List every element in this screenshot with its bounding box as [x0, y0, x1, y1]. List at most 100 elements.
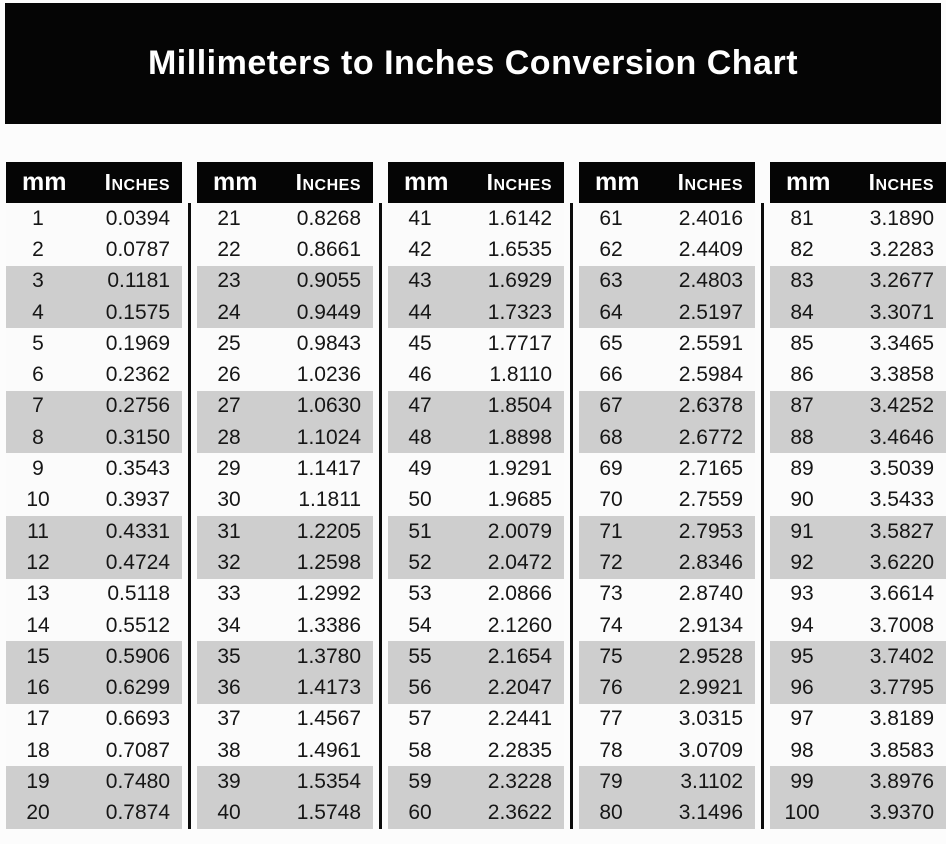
- inches-value: 0.0394: [70, 203, 182, 235]
- mm-value: 61: [579, 203, 643, 235]
- mm-value: 48: [388, 422, 452, 454]
- mm-value: 96: [770, 672, 834, 704]
- inches-value: 3.8189: [834, 703, 946, 736]
- inches-value: 1.1417: [261, 453, 373, 485]
- mm-value: 22: [197, 234, 261, 266]
- mm-value: 21: [197, 203, 261, 235]
- table-body: 41 1.6142 42 1.6535 43 1.6929 44 1.7323 45 1.7717…: [388, 203, 564, 829]
- mm-value: 14: [6, 609, 70, 642]
- table-row: 55 2.1654: [388, 641, 564, 673]
- inches-value: 2.6378: [643, 390, 755, 423]
- inches-value: 1.5748: [261, 797, 373, 829]
- table-row: 24 0.9449: [197, 296, 373, 329]
- mm-value: 98: [770, 735, 834, 767]
- mm-value: 24: [197, 296, 261, 329]
- table-row: 72 2.8346: [579, 547, 755, 579]
- table-row: 100 3.9370: [770, 797, 946, 829]
- mm-value: 99: [770, 766, 834, 798]
- col-header-inches: Inches: [834, 162, 946, 203]
- table-row: 44 1.7323: [388, 296, 564, 329]
- inches-value: 2.4016: [643, 203, 755, 235]
- inches-value: 0.5118: [70, 578, 182, 610]
- table-row: 21 0.8268: [197, 203, 373, 235]
- mm-value: 73: [579, 578, 643, 610]
- mm-value: 37: [197, 703, 261, 736]
- table-row: 42 1.6535: [388, 234, 564, 266]
- mm-value: 42: [388, 234, 452, 266]
- inches-value: 3.0315: [643, 703, 755, 736]
- inches-value: 3.5827: [834, 515, 946, 548]
- inches-value: 1.5354: [261, 766, 373, 798]
- mm-value: 69: [579, 453, 643, 485]
- mm-value: 58: [388, 735, 452, 767]
- inches-value: 3.4646: [834, 422, 946, 454]
- mm-value: 6: [6, 359, 70, 391]
- inches-value: 0.8268: [261, 203, 373, 235]
- header-row: mm Inches: [6, 162, 182, 203]
- inches-value: 2.3228: [452, 766, 564, 798]
- inches-value: 2.5984: [643, 359, 755, 391]
- table-body: 21 0.8268 22 0.8661 23 0.9055 24 0.9449 25 0.9843…: [197, 203, 373, 829]
- table-row: 69 2.7165: [579, 453, 755, 485]
- mm-value: 79: [579, 766, 643, 798]
- conversion-table: mm Inches 61 2.4016 62 2.4409 63 2.4803 64 2.51…: [579, 162, 755, 829]
- mm-value: 84: [770, 296, 834, 329]
- mm-value: 11: [6, 515, 70, 548]
- table-row: 98 3.8583: [770, 735, 946, 767]
- inches-value: 1.2598: [261, 547, 373, 579]
- inches-value: 2.0866: [452, 578, 564, 610]
- inches-value: 2.4409: [643, 234, 755, 266]
- mm-value: 49: [388, 453, 452, 485]
- table-row: 76 2.9921: [579, 672, 755, 704]
- table-row: 50 1.9685: [388, 484, 564, 516]
- mm-value: 1: [6, 203, 70, 235]
- table-header: mm Inches: [579, 162, 755, 203]
- mm-value: 12: [6, 547, 70, 579]
- conversion-tables-container: mm Inches 1 0.0394 2 0.0787 3 0.1181 4 0.1575 5 0…: [0, 162, 946, 829]
- inches-value: 2.5591: [643, 328, 755, 360]
- inches-value: 0.6299: [70, 672, 182, 704]
- table-row: 90 3.5433: [770, 484, 946, 516]
- table-row: 86 3.3858: [770, 359, 946, 391]
- inches-value: 0.6693: [70, 703, 182, 736]
- inches-value: 1.7323: [452, 296, 564, 329]
- mm-value: 31: [197, 515, 261, 548]
- table-row: 11 0.4331: [6, 515, 182, 548]
- mm-value: 70: [579, 484, 643, 516]
- mm-value: 51: [388, 515, 452, 548]
- inches-value: 0.2362: [70, 359, 182, 391]
- table-row: 28 1.1024: [197, 422, 373, 454]
- table-row: 67 2.6378: [579, 390, 755, 423]
- inches-value: 0.8661: [261, 234, 373, 266]
- inches-value: 2.7559: [643, 484, 755, 516]
- table-row: 27 1.0630: [197, 390, 373, 423]
- table-row: 2 0.0787: [6, 234, 182, 266]
- mm-value: 13: [6, 578, 70, 610]
- table-row: 92 3.6220: [770, 547, 946, 579]
- table-row: 34 1.3386: [197, 609, 373, 642]
- mm-value: 36: [197, 672, 261, 704]
- header-row: mm Inches: [579, 162, 755, 203]
- inches-value: 2.2835: [452, 735, 564, 767]
- table-row: 81 3.1890: [770, 203, 946, 235]
- title-banner: Millimeters to Inches Conversion Chart: [5, 3, 941, 124]
- mm-value: 20: [6, 797, 70, 829]
- table-row: 23 0.9055: [197, 265, 373, 297]
- table-row: 97 3.8189: [770, 703, 946, 736]
- mm-value: 47: [388, 390, 452, 423]
- table-row: 6 0.2362: [6, 359, 182, 391]
- mm-value: 3: [6, 265, 70, 297]
- mm-value: 75: [579, 641, 643, 673]
- inches-value: 3.1102: [643, 766, 755, 798]
- mm-value: 74: [579, 609, 643, 642]
- inches-value: 2.2047: [452, 672, 564, 704]
- mm-value: 66: [579, 359, 643, 391]
- mm-value: 68: [579, 422, 643, 454]
- mm-value: 57: [388, 703, 452, 736]
- conversion-table: mm Inches 1 0.0394 2 0.0787 3 0.1181 4 0.1575 5 0…: [6, 162, 182, 829]
- col-header-mm: mm: [388, 162, 452, 203]
- table-separator: [182, 162, 197, 829]
- inches-value: 3.3071: [834, 296, 946, 329]
- table-row: 46 1.8110: [388, 359, 564, 391]
- table-row: 15 0.5906: [6, 641, 182, 673]
